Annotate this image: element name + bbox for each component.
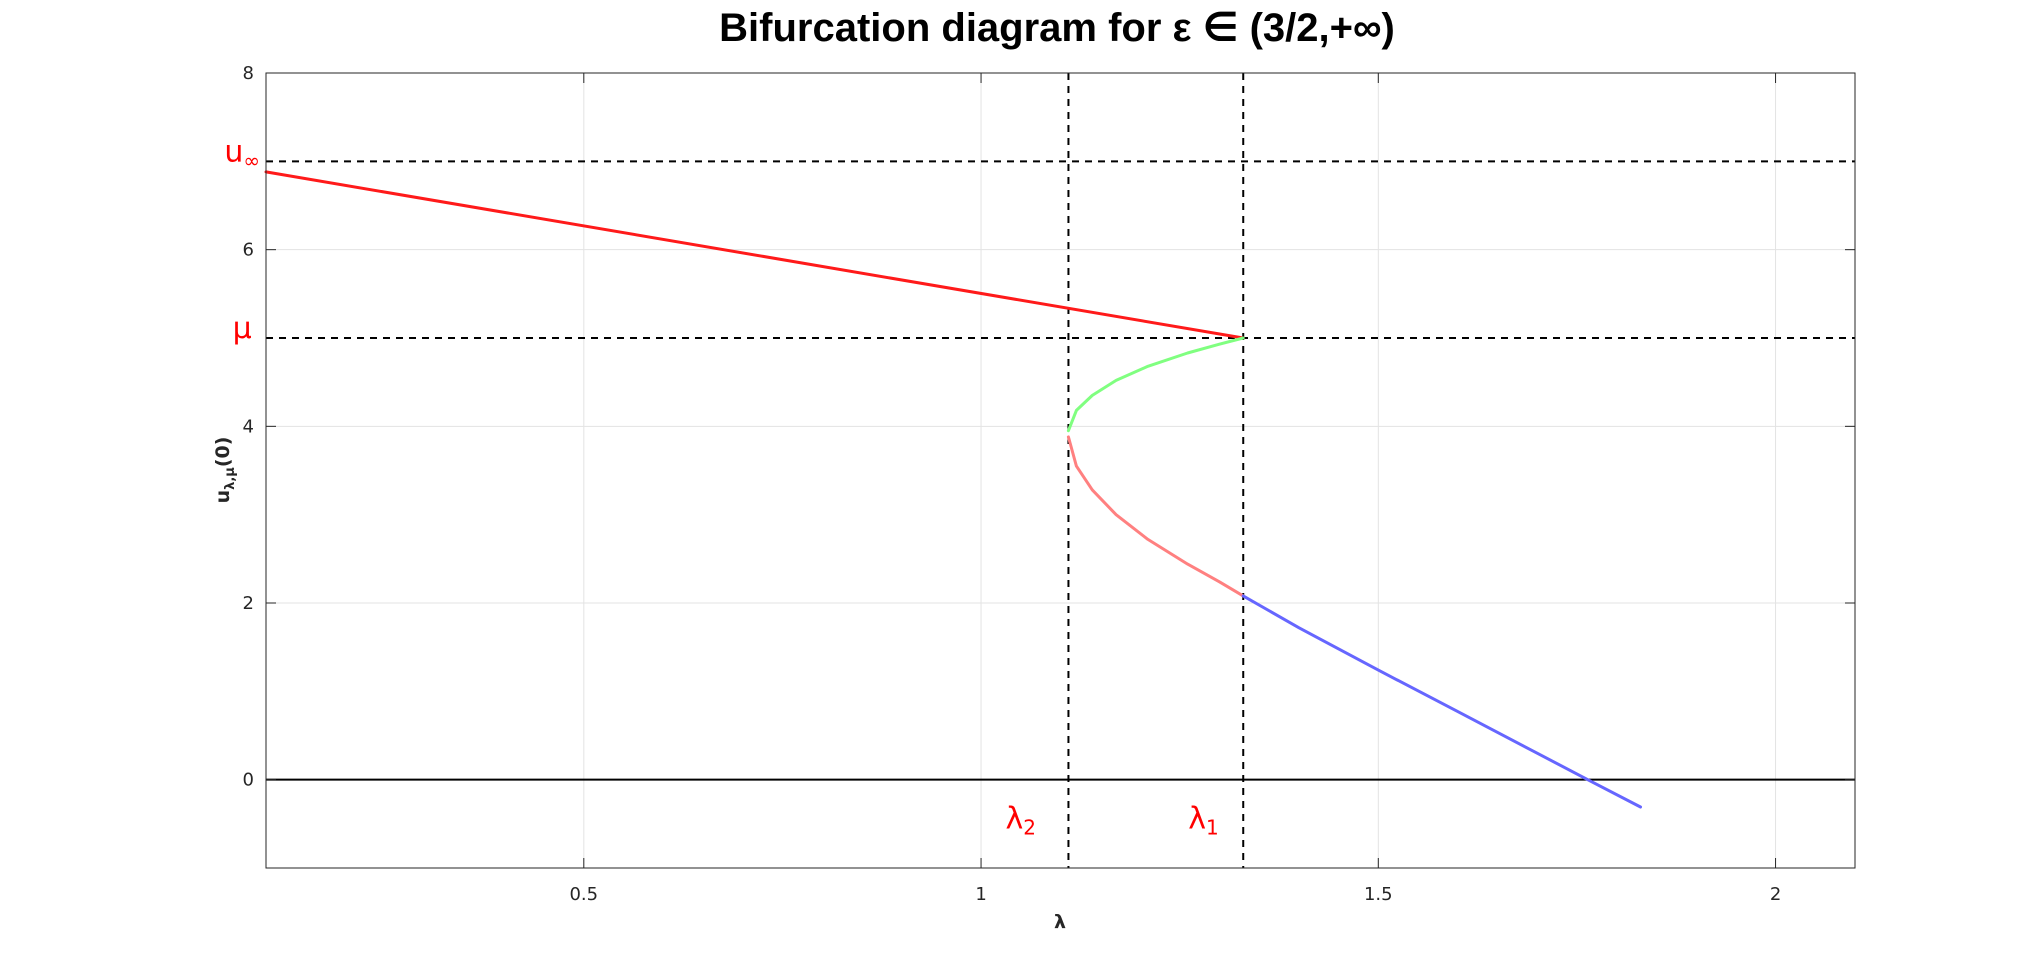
axes [265,72,1856,869]
annotation-label: μ [233,311,252,346]
y-tick-label: 0 [243,770,254,791]
data-series [264,170,1642,809]
y-tick-label: 6 [243,240,254,261]
plot-area [266,73,1855,868]
y-tick-label: 2 [243,593,254,614]
x-tick-label: 1 [975,884,986,905]
x-tick-label: 0.5 [569,884,598,905]
series-line-3 [1066,435,1245,598]
series-line-2 [1066,336,1245,433]
y-tick-label: 4 [243,416,254,437]
series-line-4 [1241,594,1642,809]
annotation-label: λ1 [1188,801,1219,839]
x-axis-label: λ [1054,911,1066,933]
annotations: u∞ μ λ2 λ1 [224,134,1218,839]
x-tick-label: 2 [1770,884,1781,905]
y-axis-label: uλ,μ(0) [212,437,238,504]
axes-box [265,72,1856,869]
series-line-1 [264,170,1245,340]
annotation-label: λ2 [1006,801,1037,839]
y-tick-label: 8 [243,63,254,84]
chart-title: Bifurcation diagram for ε ∈ (3/2,+∞) [719,6,1395,50]
tick-labels: 0.5 1 1.5 2 0 2 4 6 8 [243,63,1782,905]
x-tick-label: 1.5 [1364,884,1393,905]
annotation-label: u∞ [224,134,260,172]
